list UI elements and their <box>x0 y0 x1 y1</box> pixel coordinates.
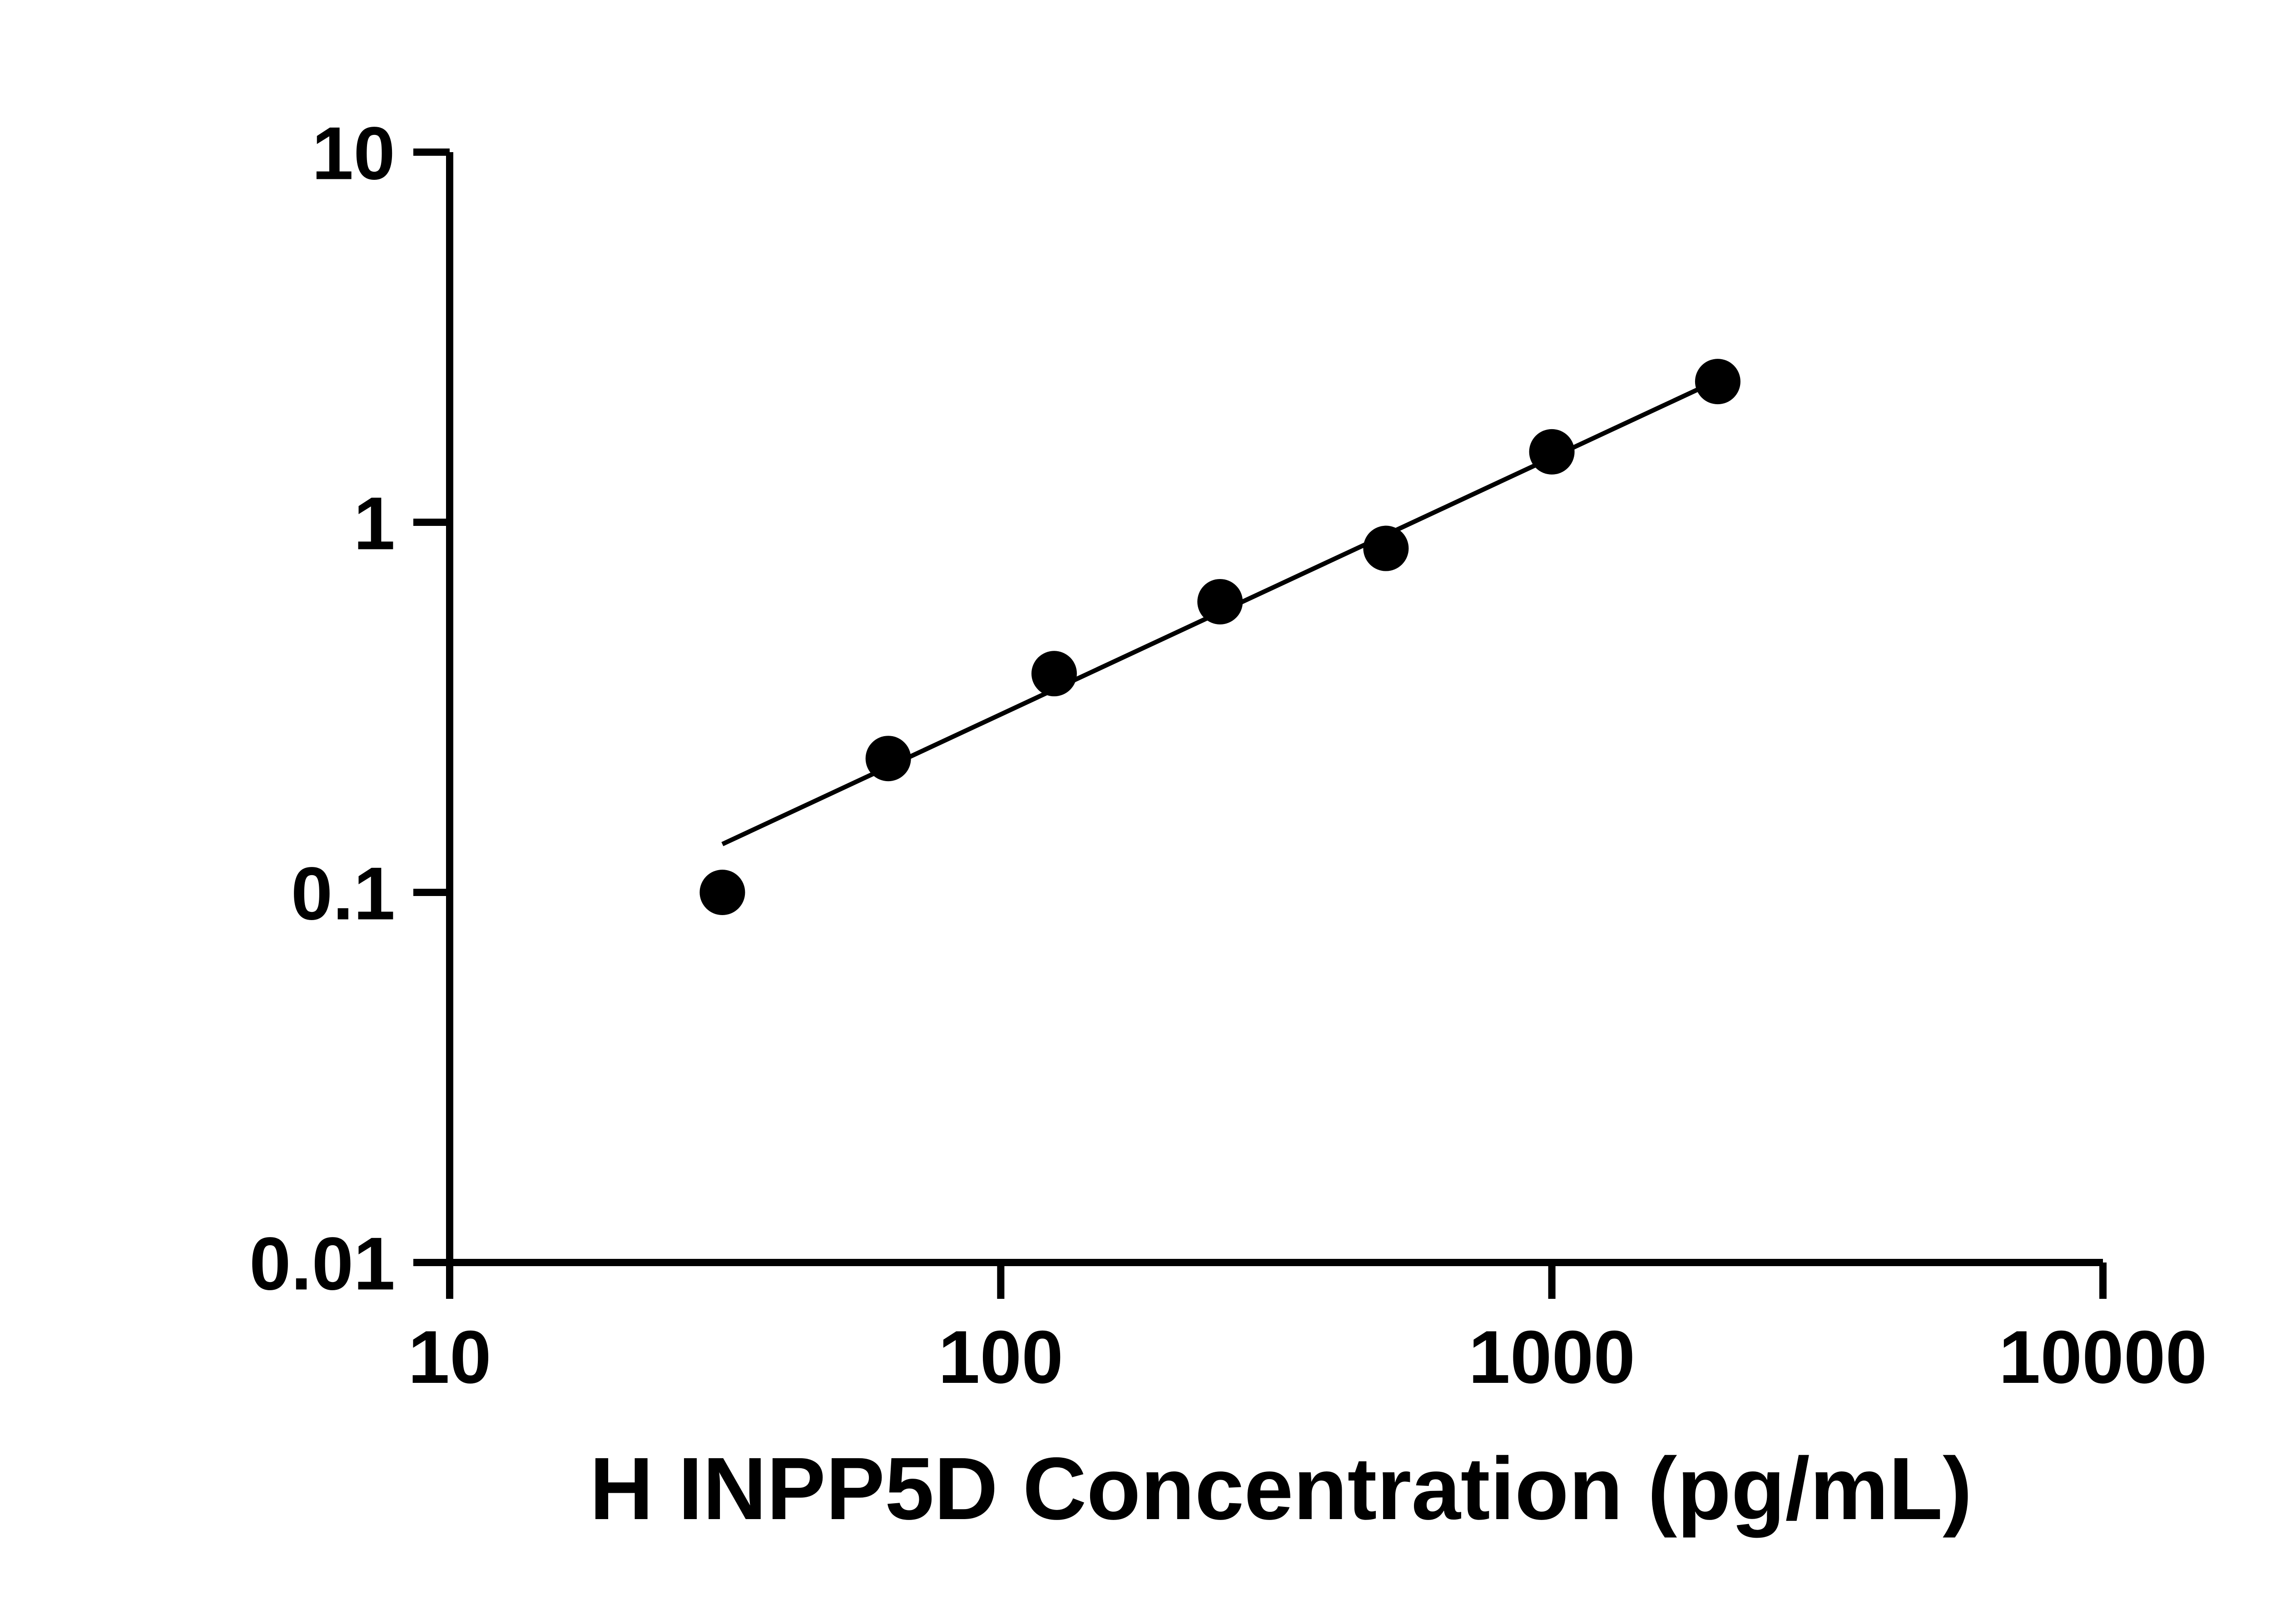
x-tick-label: 10 <box>408 1315 491 1399</box>
axes-layer: 0.01 0.1 1 10 10 100 1000 10000 <box>249 111 2207 1399</box>
data-point <box>1363 525 1409 571</box>
data-point <box>865 736 911 782</box>
data-point <box>1529 429 1575 475</box>
y-tick-label: 10 <box>312 111 395 195</box>
axis-spine <box>446 152 2103 1266</box>
y-tick-label: 1 <box>353 481 395 565</box>
x-tick-label: 100 <box>938 1315 1063 1399</box>
series-layer <box>699 359 1740 915</box>
data-point <box>1031 651 1077 697</box>
y-tick-label: 0.01 <box>249 1222 395 1305</box>
data-point <box>1695 359 1740 405</box>
x-axis-title: H INPP5D Concentration (pg/mL) <box>590 1439 1972 1538</box>
data-point <box>1197 579 1243 624</box>
x-tick-label: 10000 <box>1999 1315 2207 1399</box>
data-point <box>699 870 745 915</box>
y-tick-label: 0.1 <box>291 852 395 935</box>
x-tick-label: 1000 <box>1468 1315 1635 1399</box>
